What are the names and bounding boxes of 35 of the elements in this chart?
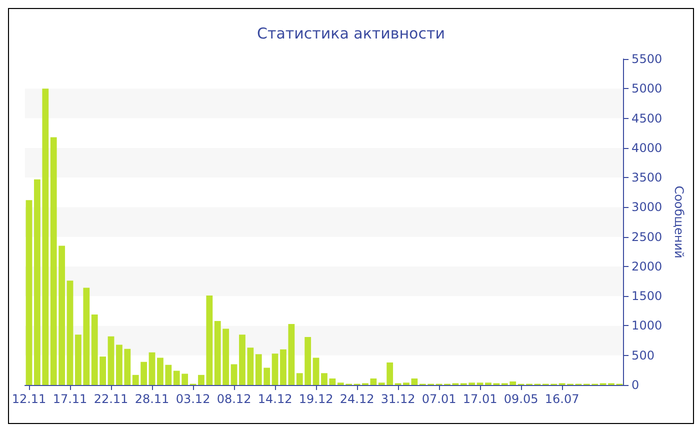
bar [272, 354, 278, 385]
x-tick-label: 17.01 [462, 392, 498, 406]
y-tick-label: 4000 [632, 140, 662, 155]
y-tick-label: 4500 [632, 111, 662, 126]
x-tick-label: 07.01 [422, 392, 456, 406]
x-tick-label: 28.11 [134, 392, 170, 406]
x-tick-label: 14.12 [258, 392, 292, 406]
y-tick-label: 3000 [632, 200, 662, 214]
x-tick-label: 09.05 [504, 392, 538, 406]
y-tick-label: 500 [632, 348, 654, 362]
x-tick-label: 03.12 [176, 392, 210, 406]
bar [66, 280, 74, 385]
x-tick-label: 17.11 [52, 392, 88, 406]
y-tick-label: 1000 [632, 318, 662, 333]
bar [148, 352, 156, 385]
x-tick-label: 31.12 [380, 392, 416, 406]
x-tick-label: 19.12 [298, 392, 334, 406]
y-tick-label: 3500 [632, 170, 662, 185]
bar [230, 364, 238, 385]
x-tick-label: 08.12 [216, 392, 252, 406]
bar [312, 358, 320, 385]
x-tick-label: 16.07 [544, 392, 580, 406]
x-tick-label: 24.12 [340, 392, 374, 406]
x-tick-label: 12.11 [12, 392, 46, 406]
y-tick-label: 2000 [632, 259, 662, 274]
x-tick-label: 22.11 [94, 392, 128, 406]
y-axis-title: Сообщений [672, 186, 686, 258]
y-tick-label: 2500 [632, 230, 662, 244]
y-tick-label: 0 [632, 378, 640, 392]
chart-title: Статистика активности [257, 24, 445, 42]
bar [108, 336, 114, 385]
y-tick-label: 5000 [632, 82, 662, 96]
bar [26, 200, 32, 385]
y-tick-label: 1500 [632, 289, 662, 304]
y-tick-label: 5500 [632, 52, 662, 66]
